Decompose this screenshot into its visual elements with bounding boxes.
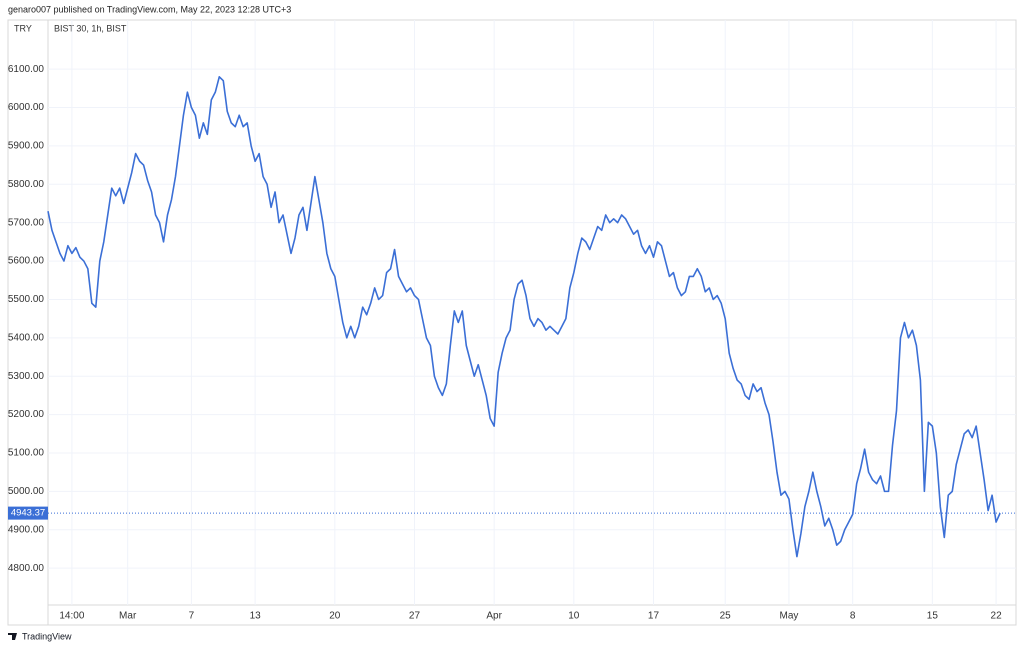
x-tick-label: 13: [250, 611, 262, 622]
x-tick-label: 20: [329, 611, 341, 622]
y-tick-label: 6000.00: [8, 102, 45, 113]
x-tick-label: 15: [927, 611, 939, 622]
x-tick-label: 17: [648, 611, 660, 622]
x-tick-label: 10: [568, 611, 580, 622]
x-tick-label: 22: [991, 611, 1003, 622]
logo-icon: [8, 633, 17, 640]
x-tick-label: 27: [409, 611, 421, 622]
y-tick-label: 5300.00: [8, 371, 45, 382]
brand: TradingView: [22, 631, 72, 641]
y-tick-label: 5700.00: [8, 217, 45, 228]
last-price-label: 4943.37: [11, 508, 45, 519]
y-tick-label: 4900.00: [8, 524, 45, 535]
y-tick-label: 4800.00: [8, 563, 45, 574]
last-price-box: [8, 506, 48, 520]
chart-title: BIST 30, 1h, BIST: [54, 23, 127, 33]
x-tick-label: 25: [720, 611, 732, 622]
footer-logo: TradingView: [8, 631, 72, 641]
y-tick-label: 6100.00: [8, 64, 45, 75]
y-tick-label: 5500.00: [8, 294, 45, 305]
y-tick-label: 5600.00: [8, 256, 45, 267]
x-tick-label: 14:00: [59, 611, 84, 622]
x-tick-label: Apr: [486, 611, 502, 622]
y-tick-label: 5200.00: [8, 409, 45, 420]
x-tick-label: Mar: [119, 611, 137, 622]
x-tick-label: 7: [189, 611, 195, 622]
chart-frame: [7, 19, 1017, 626]
x-tick-label: 8: [850, 611, 856, 622]
y-tick-label: 5400.00: [8, 332, 45, 343]
y-tick-label: 5800.00: [8, 179, 45, 190]
currency-label: TRY: [14, 23, 32, 33]
price-line: [47, 76, 1001, 558]
y-tick-label: 5000.00: [8, 486, 45, 497]
y-tick-label: 5900.00: [8, 141, 45, 152]
y-tick-label: 5100.00: [8, 448, 45, 459]
publisher-note: genaro007 published on TradingView.com, …: [8, 4, 291, 14]
x-tick-label: May: [779, 611, 798, 622]
